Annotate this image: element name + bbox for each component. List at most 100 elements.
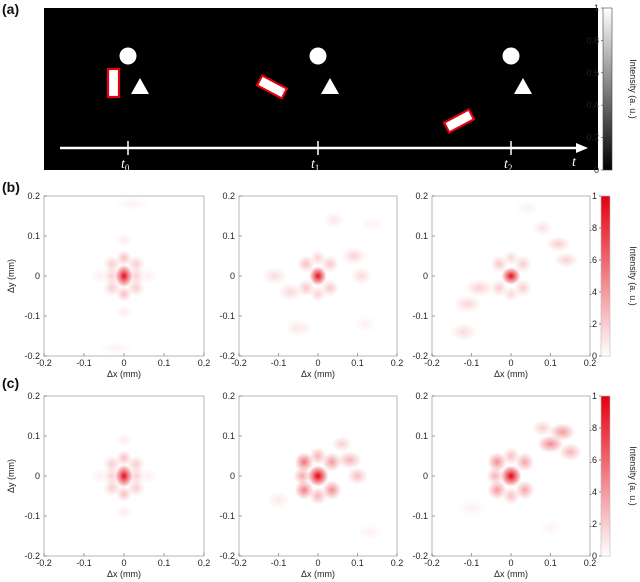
y-tick-label: -0.2: [24, 351, 40, 361]
heatmap-panel-c-2: -0.2 -0.1 0 0.1 0.2 Δx (mm) 0.2 0.1 0 -0.1 -0.2: [412, 391, 596, 579]
circle-object-t1: [309, 47, 327, 65]
intensity-spot: [538, 520, 563, 536]
red-colorbar-c-tick-label: 0.8: [584, 423, 597, 433]
x-axis-label: Δx (mm): [301, 569, 335, 579]
red-colorbar-c: 0 0.2 0.4 0.6 0.8 1 Intensity (a. u.): [584, 391, 638, 561]
intensity-spot: [103, 255, 121, 273]
x-tick-label: 0: [508, 358, 513, 368]
intensity-spot: [357, 524, 382, 540]
gray-colorbar-ticks: 0 0.2 0.4 0.6 0.8 1: [586, 3, 603, 175]
heatmap-panel-b-1: -0.2 -0.1 0 0.1 0.2 Δx (mm) 0.2 0.1 0 -0.1 -0.2: [219, 191, 403, 379]
x-tick-label: -0.1: [464, 558, 480, 568]
x-axis-label: Δx (mm): [107, 569, 141, 579]
intensity-spot: [278, 283, 303, 301]
intensity-spot: [532, 420, 554, 436]
y-tick-label: 0.2: [27, 391, 40, 401]
intensity-spot: [515, 480, 535, 500]
intensity-spot: [361, 216, 386, 232]
x-tick-label: -0.1: [271, 358, 287, 368]
intensity-spot: [503, 250, 519, 266]
y-tick-label: -0.1: [412, 311, 428, 321]
gray-colorbar-gradient: [602, 7, 613, 171]
intensity-spot: [293, 467, 311, 485]
gray-colorbar-tick-label: 0.2: [586, 133, 599, 143]
intensity-spot: [502, 447, 520, 465]
intensity-spot: [115, 304, 133, 320]
red-colorbar-c-tick-label: 0.2: [584, 519, 597, 529]
intensity-spot: [127, 455, 145, 473]
intensity-spot: [310, 250, 326, 266]
intensity-spot: [554, 252, 579, 268]
gray-colorbar-label: Intensity (a. u.): [628, 59, 638, 119]
triangle-object-t2: [514, 78, 532, 94]
y-tick-label: -0.2: [219, 551, 235, 561]
y-tick-label: 0.1: [415, 431, 428, 441]
x-tick-label: 0.2: [198, 358, 211, 368]
scene-panel: t0 t1 t2 t: [44, 8, 598, 173]
x-tick-label: 0.2: [391, 358, 404, 368]
y-tick-label: 0: [230, 471, 235, 481]
y-tick-label: 0.2: [222, 191, 235, 201]
x-tick-label: 0.1: [544, 558, 557, 568]
x-tick-label: 0.1: [351, 358, 364, 368]
red-colorbar-b-tick-label: 0.8: [584, 223, 597, 233]
intensity-spot: [115, 432, 133, 448]
time-label-t2: t2: [504, 157, 512, 173]
heatmap-panel-c-1: -0.2 -0.1 0 0.1 0.2 Δx (mm) 0.2 0.1 0 -0.1 -0.2: [219, 391, 403, 579]
triangle-object-t1: [321, 78, 339, 94]
y-tick-label: 0: [35, 471, 40, 481]
x-tick-label: -0.2: [231, 358, 247, 368]
x-tick-label: 0: [508, 558, 513, 568]
x-tick-label: 0: [121, 358, 126, 368]
x-tick-label: 0.2: [584, 358, 597, 368]
intensity-spot: [502, 487, 520, 505]
intensity-spot: [307, 465, 329, 487]
y-tick-label: -0.2: [24, 551, 40, 561]
red-colorbar-b: 0 0.2 0.4 0.6 0.8 1 Intensity (a. u.): [584, 191, 638, 361]
intensity-spot: [127, 479, 145, 497]
gray-colorbar-tick-label: 0: [594, 165, 599, 175]
intensity-spot: [103, 279, 121, 297]
intensity-spot: [323, 212, 345, 228]
intensity-spot: [137, 267, 159, 285]
panel-letter-c: (c): [2, 375, 19, 391]
x-tick-label: -0.2: [36, 358, 52, 368]
intensity-spot: [127, 279, 145, 297]
intensity-spot: [127, 255, 145, 273]
x-tick-label: -0.1: [271, 558, 287, 568]
x-axis-label: Δx (mm): [494, 569, 528, 579]
heatmap-panel-b-2: -0.2 -0.1 0 0.1 0.2 Δx (mm) 0.2 0.1 0 -0.1 -0.2: [412, 191, 596, 379]
y-axis-label: Δy (mm): [6, 259, 16, 293]
y-tick-label: 0.2: [415, 391, 428, 401]
intensity-spot: [351, 267, 372, 285]
circle-object-t2: [502, 47, 520, 65]
intensity-spot: [103, 455, 121, 473]
intensity-spot: [558, 443, 582, 461]
x-tick-label: 0: [315, 558, 320, 568]
red-colorbar-c-tick-label: 0.4: [584, 487, 597, 497]
y-tick-label: -0.1: [219, 511, 235, 521]
moving-rectangle-t0: [106, 67, 121, 99]
intensity-spot: [465, 279, 494, 297]
red-colorbar-b-tick-label: 1: [592, 191, 597, 201]
intensity-spot: [309, 487, 327, 505]
y-tick-label: 0.2: [222, 391, 235, 401]
red-colorbar-c-ticks: 0 0.2 0.4 0.6 0.8 1: [584, 391, 601, 561]
x-axis-label: Δx (mm): [494, 369, 528, 379]
triangle-object-t0: [131, 78, 149, 94]
intensity-spot: [309, 266, 327, 286]
x-tick-label: 0.1: [351, 558, 364, 568]
y-tick-label: 0.1: [222, 431, 235, 441]
x-tick-label: -0.1: [76, 558, 92, 568]
intensity-spot: [353, 315, 378, 333]
intensity-spot: [514, 200, 539, 216]
x-tick-label: 0.1: [544, 358, 557, 368]
intensity-spot: [486, 467, 504, 485]
scene-background: [44, 8, 598, 170]
time-label-t1: t1: [311, 157, 319, 173]
intensity-spot: [341, 247, 366, 265]
x-tick-label: -0.2: [424, 558, 440, 568]
intensity-spot: [89, 467, 111, 485]
intensity-spot: [310, 286, 326, 302]
